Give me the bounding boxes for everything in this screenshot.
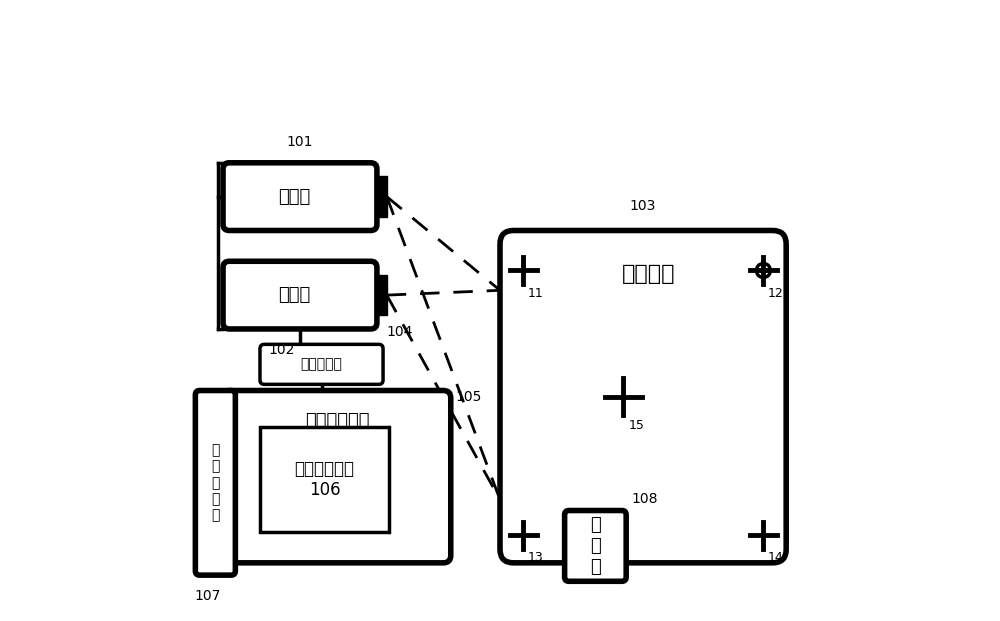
Text: 数据处理设备: 数据处理设备 [305,412,369,430]
FancyBboxPatch shape [223,261,377,329]
Text: 投影机: 投影机 [278,286,310,304]
Text: 104: 104 [386,325,413,340]
Bar [260,427,389,532]
Text: 12: 12 [767,287,783,300]
Text: 触发控制系统
106: 触发控制系统 106 [295,460,355,499]
Text: 投影区域: 投影区域 [622,263,676,284]
Text: 11: 11 [527,287,543,300]
Text: 102: 102 [268,343,295,357]
Text: 激
光
器: 激 光 器 [590,516,601,576]
Bar [377,176,387,217]
Text: 103: 103 [630,199,656,213]
FancyBboxPatch shape [223,391,451,563]
Text: 108: 108 [631,492,658,505]
Text: 摄像头: 摄像头 [278,188,310,206]
Text: 107: 107 [194,589,221,603]
Text: 摄
像
头
接
口: 摄 像 头 接 口 [211,443,220,522]
Text: 15: 15 [629,419,645,432]
FancyBboxPatch shape [195,391,235,575]
FancyBboxPatch shape [223,163,377,230]
Text: 101: 101 [287,135,313,149]
Text: 13: 13 [527,551,543,564]
FancyBboxPatch shape [500,230,786,563]
Bar [377,275,387,315]
Text: 105: 105 [456,389,482,404]
FancyBboxPatch shape [260,345,383,384]
FancyBboxPatch shape [565,510,626,581]
Text: 14: 14 [767,551,783,564]
Text: 投影机接口: 投影机接口 [301,357,342,371]
